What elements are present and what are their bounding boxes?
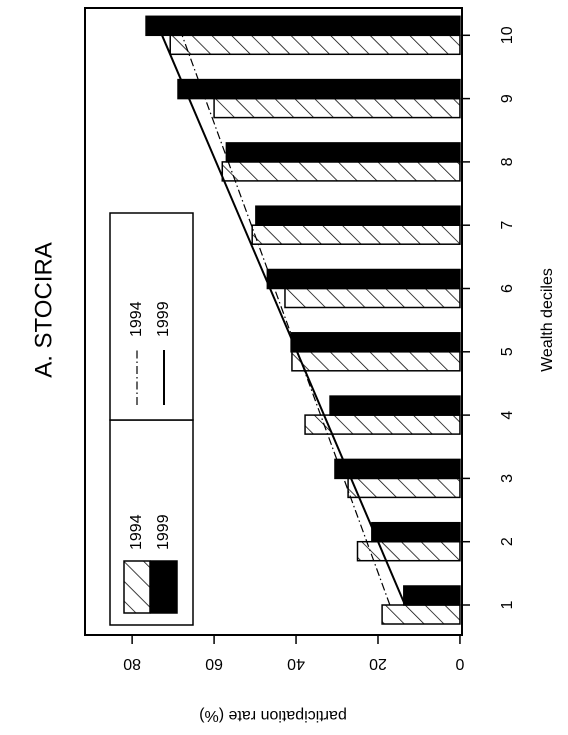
chart-title: A. STOCIRA [30, 242, 57, 378]
bar [284, 287, 461, 309]
legend-label: 1999 [155, 514, 172, 550]
x-tick-label: 9 [499, 94, 516, 103]
y-tick-label: 20 [369, 655, 387, 672]
x-tick-label: 7 [499, 221, 516, 230]
bar [251, 224, 461, 245]
y-axis-label: participation rate (%) [199, 707, 347, 724]
bar [225, 142, 461, 163]
plot-frame [84, 7, 463, 636]
bar [329, 395, 461, 416]
y-tick-label: 0 [455, 655, 464, 672]
x-tick-label: 2 [499, 537, 516, 546]
legend-swatch [150, 560, 178, 614]
x-tick-label: 3 [499, 474, 516, 483]
bar [221, 161, 461, 182]
bar [381, 604, 461, 625]
x-tick-label: 6 [499, 284, 516, 293]
bar [347, 477, 461, 499]
legend-swatch [123, 560, 151, 614]
x-tick-label: 4 [499, 411, 516, 420]
x-tick-label: 10 [499, 26, 516, 44]
bar [290, 332, 461, 353]
y-tick-label: 60 [205, 655, 223, 672]
bar [371, 521, 461, 543]
legend-label: 1994 [128, 514, 145, 550]
bar [291, 351, 461, 372]
legend-box [109, 212, 194, 421]
x-tick-label: 8 [499, 157, 516, 166]
bar [255, 205, 461, 226]
x-axis-label: Wealth deciles [539, 268, 556, 372]
bar [266, 268, 461, 290]
x-tick-label: 1 [499, 600, 516, 609]
x-tick-label: 5 [499, 347, 516, 356]
bar [334, 458, 461, 480]
bar [213, 97, 461, 119]
bar [403, 585, 461, 606]
y-tick-label: 80 [123, 655, 141, 672]
bar [177, 78, 461, 100]
rotated-chart: A. STOCIRA Wealth deciles participation … [30, 7, 556, 724]
legend-label: 1994 [128, 301, 145, 337]
trend-line [181, 35, 391, 606]
bar [145, 15, 461, 37]
legend-label: 1999 [155, 301, 172, 337]
bar [169, 34, 461, 56]
y-tick-label: 40 [287, 655, 305, 672]
trend-line [161, 34, 406, 606]
